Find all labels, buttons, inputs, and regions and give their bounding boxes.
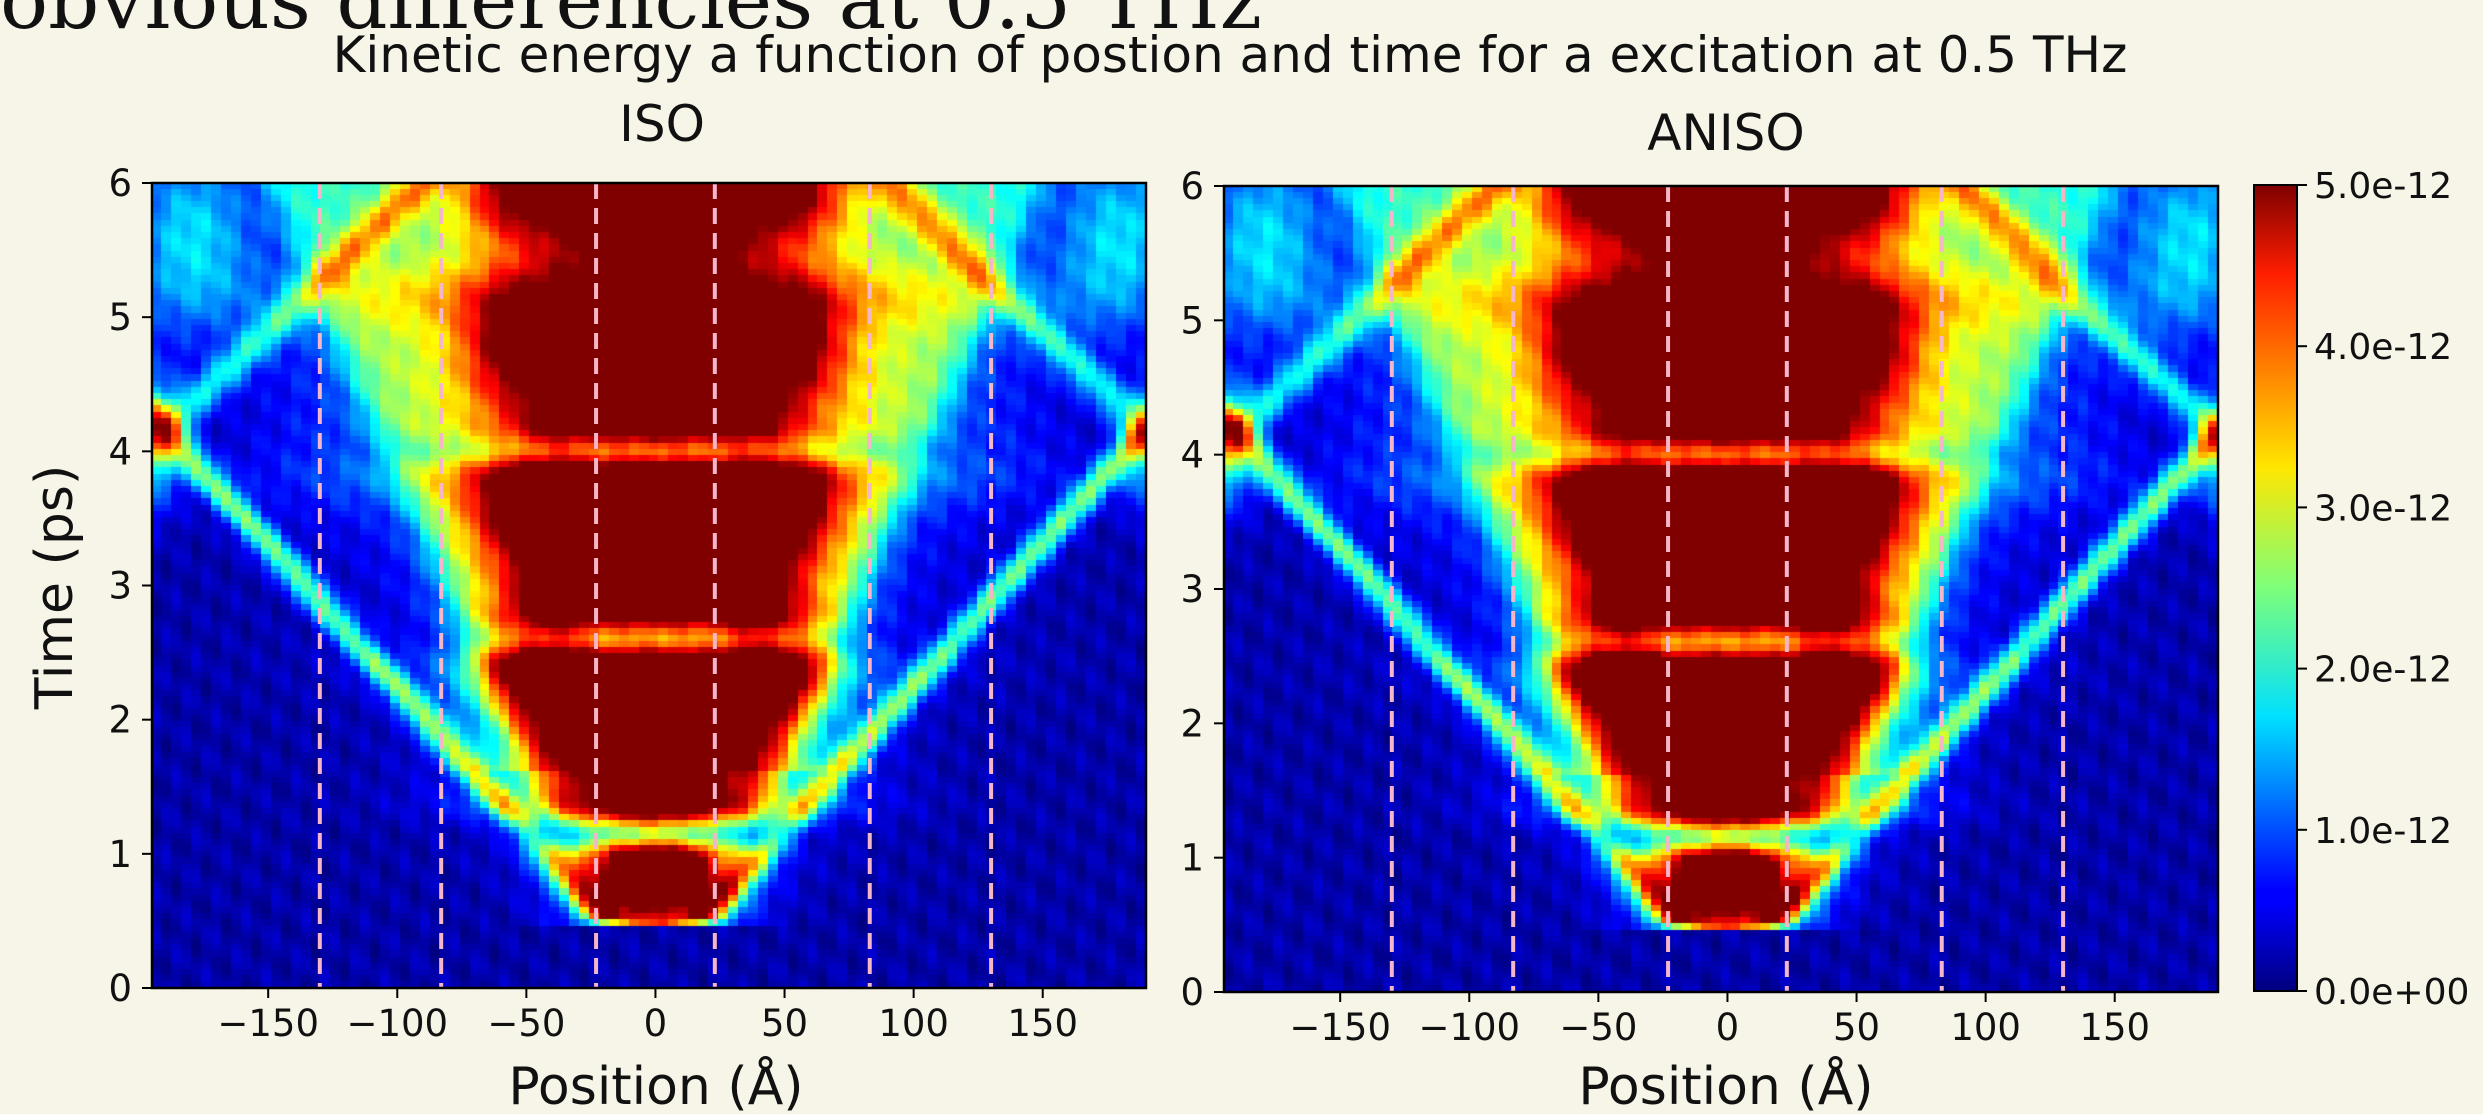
iso-xtick-label: 150 (1007, 1002, 1078, 1045)
iso-xtick-label: −100 (346, 1002, 448, 1045)
iso-xtick-label: −50 (487, 1002, 565, 1045)
ylabel: Time (ps) (25, 465, 85, 710)
colorbar-tick-label: 0.0e+00 (2314, 972, 2469, 1013)
aniso-ytick-label: 1 (1180, 837, 1204, 880)
aniso-heatmap (1224, 186, 2218, 992)
aniso-overlay: −150 −100 −50 0 50 100 150 0 1 2 3 4 5 6 (1180, 165, 2220, 1049)
colorbar-tick-label: 4.0e-12 (2314, 327, 2452, 368)
iso-heatmap (152, 183, 1146, 988)
aniso-xtick-label: −50 (1559, 1006, 1637, 1049)
aniso-ytick-label: 2 (1180, 702, 1204, 745)
colorbar-tick-label: 1.0e-12 (2314, 811, 2452, 852)
aniso-xtick-label: 0 (1716, 1006, 1740, 1049)
colorbar: 0.0e+00 1.0e-12 2.0e-12 3.0e-12 4.0e-12 5.0e-… (2253, 166, 2469, 1013)
iso-ytick-label: 6 (108, 162, 132, 205)
iso-ytick-label: 3 (108, 565, 132, 608)
aniso-panel: ANISO −150 −100 −50 0 50 100 150 0 1 2 3 4 5 6 Positi… (1180, 104, 2220, 1114)
aniso-xlabel: Position (Å) (1578, 1055, 1873, 1114)
iso-ytick-label: 2 (108, 699, 132, 742)
iso-xlabel: Position (Å) (508, 1055, 803, 1114)
aniso-xtick-label: 100 (1950, 1006, 2021, 1049)
aniso-xtick-label: −100 (1418, 1006, 1520, 1049)
aniso-xtick-label: 150 (2079, 1006, 2150, 1049)
colorbar-gradient (2253, 184, 2298, 992)
aniso-panel-title: ANISO (1647, 104, 1804, 162)
iso-xtick-label: 50 (761, 1002, 808, 1045)
iso-overlay: −150 −100 −50 0 50 100 150 0 1 2 3 4 5 6 (108, 162, 1148, 1045)
aniso-xtick-label: 50 (1833, 1006, 1880, 1049)
iso-xtick-label: 0 (644, 1002, 668, 1045)
iso-panel-title: ISO (619, 95, 705, 153)
iso-ytick-label: 1 (108, 833, 132, 876)
colorbar-tick-label: 5.0e-12 (2314, 166, 2452, 207)
aniso-ytick-label: 5 (1180, 299, 1204, 342)
iso-xtick-label: 100 (878, 1002, 949, 1045)
page-heading: obvious differencies at 0.5 THz (0, 0, 1262, 47)
aniso-ytick-label: 4 (1180, 434, 1204, 477)
colorbar-ticks: 0.0e+00 1.0e-12 2.0e-12 3.0e-12 4.0e-12 5.0e-… (2297, 166, 2469, 1013)
colorbar-tick-label: 3.0e-12 (2314, 488, 2452, 529)
aniso-ytick-label: 3 (1180, 568, 1204, 611)
aniso-xtick-label: −150 (1289, 1006, 1391, 1049)
aniso-ytick-label: 6 (1180, 165, 1204, 208)
iso-xtick-label: −150 (217, 1002, 319, 1045)
iso-panel: ISO −150 −100 −50 0 50 100 150 0 1 2 3 4 5 6 Position… (108, 95, 1148, 1114)
aniso-ytick-label: 0 (1180, 971, 1204, 1014)
iso-ytick-label: 4 (108, 430, 132, 473)
iso-ytick-label: 5 (108, 296, 132, 339)
iso-ytick-label: 0 (108, 967, 132, 1010)
colorbar-tick-label: 2.0e-12 (2314, 650, 2452, 691)
suptitle: Kinetic energy a function of postion and… (333, 26, 2128, 84)
